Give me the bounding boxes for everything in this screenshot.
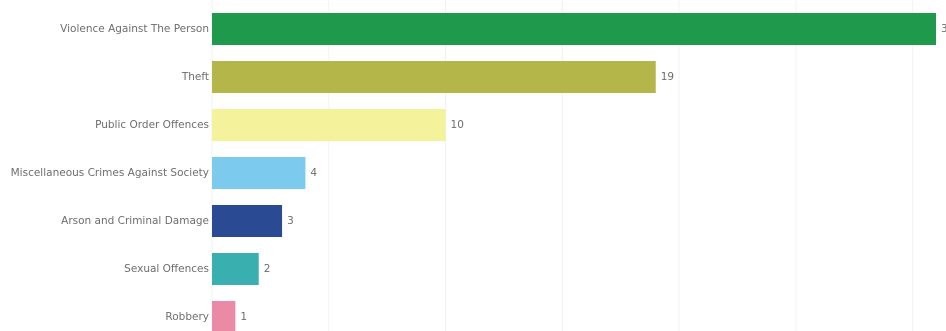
value-label: 31 bbox=[941, 23, 946, 35]
value-label: 1 bbox=[240, 311, 247, 323]
category-label: Public Order Offences bbox=[95, 119, 209, 131]
category-label: Robbery bbox=[165, 311, 209, 323]
value-label: 10 bbox=[451, 119, 464, 131]
category-label: Miscellaneous Crimes Against Society bbox=[11, 167, 209, 179]
bar bbox=[212, 157, 306, 189]
bar bbox=[212, 13, 936, 45]
bar bbox=[212, 253, 259, 285]
bar bbox=[212, 61, 656, 93]
value-label: 3 bbox=[287, 215, 294, 227]
category-label: Sexual Offences bbox=[124, 263, 209, 275]
category-label: Arson and Criminal Damage bbox=[61, 215, 209, 227]
bar bbox=[212, 205, 283, 237]
category-label: Theft bbox=[181, 71, 209, 83]
value-label: 19 bbox=[661, 71, 674, 83]
bar bbox=[212, 109, 446, 141]
bar bbox=[212, 301, 236, 331]
value-label: 2 bbox=[264, 263, 271, 275]
value-label: 4 bbox=[310, 167, 317, 179]
category-label: Violence Against The Person bbox=[60, 23, 209, 35]
